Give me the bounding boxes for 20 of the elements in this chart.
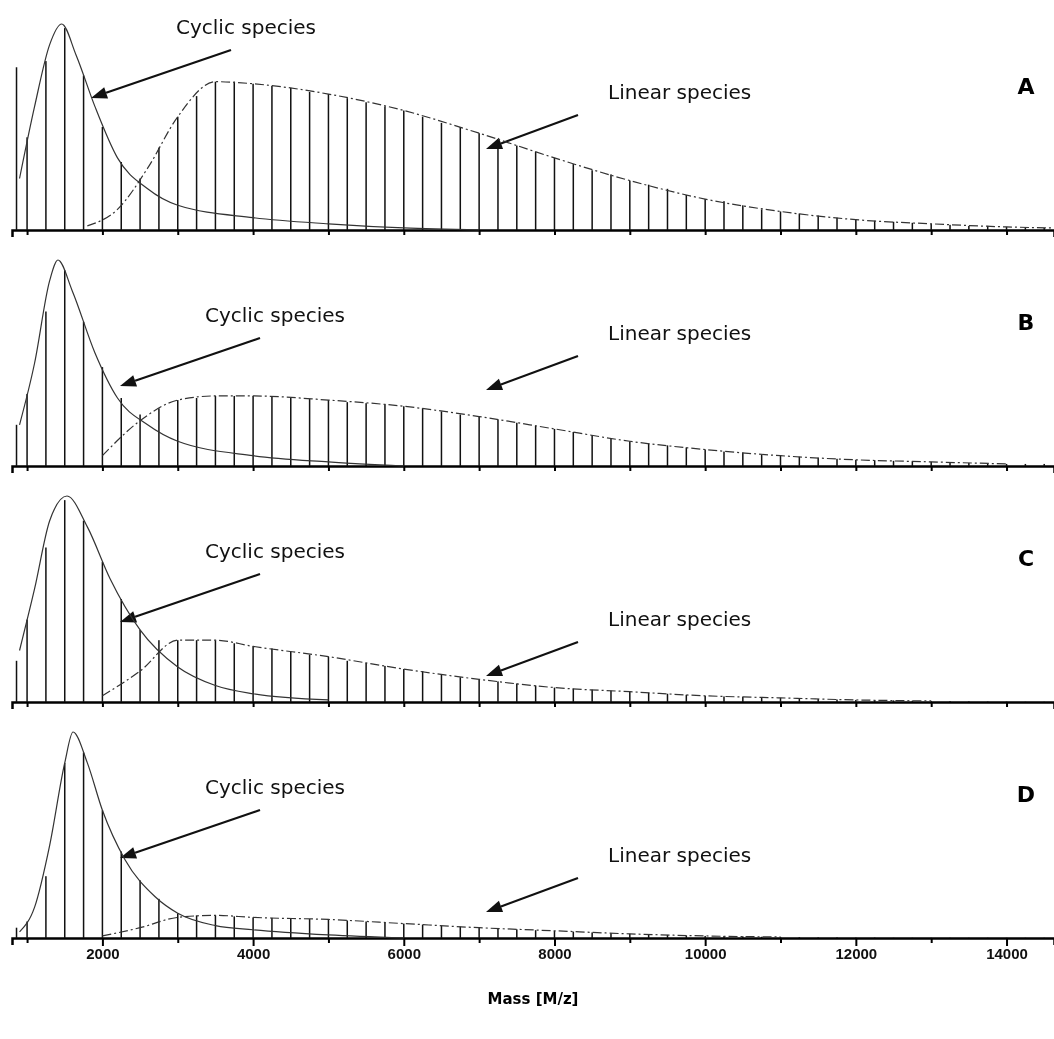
- x-tick-label: 4000: [236, 944, 271, 962]
- text: B: [1017, 310, 1035, 335]
- text: D: [1016, 782, 1036, 807]
- text: C: [1017, 546, 1035, 571]
- annotation: Cyclic species: [205, 539, 345, 563]
- x-tick-label: 10000: [684, 944, 727, 962]
- x-tick-label: 8000: [538, 944, 572, 962]
- annotation: Linear species: [608, 321, 752, 345]
- x-tick-label: 14000: [986, 944, 1028, 962]
- annotation: Cyclic species: [205, 775, 345, 799]
- annotation: Cyclic species: [205, 303, 345, 327]
- text: A: [1017, 74, 1035, 99]
- x-tick-label: 12000: [835, 944, 878, 962]
- annotation: Cyclic species: [176, 15, 316, 39]
- x-axis-title: Mass [M/z]: [487, 990, 579, 1008]
- annotation: Linear species: [608, 843, 752, 867]
- x-tick-label: 6000: [387, 944, 421, 962]
- x-tick-label: 2000: [86, 944, 120, 962]
- annotation: Linear species: [608, 607, 752, 631]
- annotation: Linear species: [608, 80, 752, 104]
